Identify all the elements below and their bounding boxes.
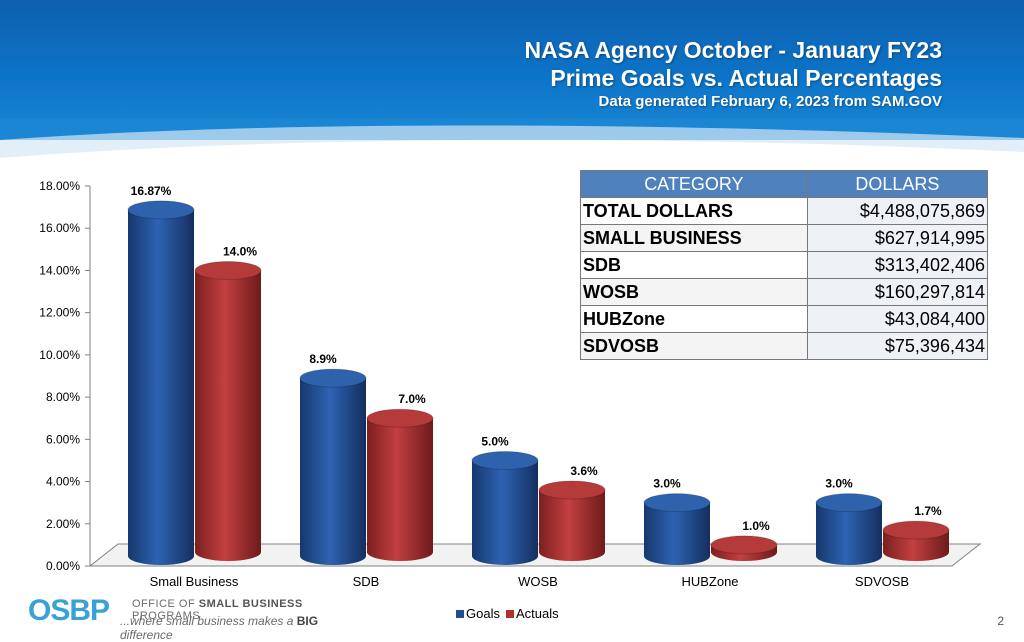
bar-top <box>299 368 367 388</box>
bar-body <box>644 502 710 565</box>
chart-subtitle: Data generated February 6, 2023 from SAM… <box>598 93 942 110</box>
table-cell-category: SDB <box>580 251 808 279</box>
table-header-dollars: DOLLARS <box>806 170 989 198</box>
bar-top <box>538 480 606 500</box>
table-cell-category: SDVOSB <box>580 332 808 360</box>
data-label-goals: 16.87% <box>131 184 172 198</box>
bar-top <box>471 450 539 470</box>
y-tick-label: 10.00% <box>39 348 80 362</box>
legend-swatch-goals <box>456 610 464 618</box>
table-header-category: CATEGORY <box>580 170 808 198</box>
data-label-actuals: 14.0% <box>223 244 257 258</box>
data-label-actuals: 7.0% <box>398 392 426 406</box>
bar-goals <box>299 368 367 565</box>
bar-body <box>367 418 433 561</box>
bar-goals <box>471 450 539 565</box>
data-label-actuals: 1.7% <box>914 504 942 518</box>
table-row: SDVOSB $75,396,434 <box>580 332 989 360</box>
y-tick-label: 18.00% <box>39 179 80 193</box>
y-tick-label: 12.00% <box>39 306 80 320</box>
bar-body <box>300 378 366 565</box>
banner-swoosh <box>0 118 1024 158</box>
bar-actuals <box>194 260 262 561</box>
bar-top <box>710 535 778 555</box>
title-block: NASA Agency October - January FY23 Prime… <box>524 36 942 112</box>
logo-mark: OSBP <box>28 594 110 627</box>
chart-title-line1: NASA Agency October - January FY23 <box>524 37 942 63</box>
title-banner <box>0 0 1024 140</box>
dollars-table: CATEGORY DOLLARS TOTAL DOLLARS $4,488,07… <box>580 170 989 360</box>
bar-top <box>194 260 262 280</box>
table-row: SDB $313,402,406 <box>580 251 989 279</box>
y-tick-label: 16.00% <box>39 221 80 235</box>
x-category-label: Small Business <box>150 574 239 589</box>
bar-body <box>128 209 194 565</box>
y-tick-label: 0.00% <box>46 559 80 573</box>
x-category-label: SDVOSB <box>855 574 909 589</box>
table-cell-category: WOSB <box>580 278 808 306</box>
data-label-actuals: 1.0% <box>742 519 770 533</box>
table-cell-category: HUBZone <box>580 305 808 333</box>
table-cell-dollars: $4,488,075,869 <box>806 197 989 225</box>
data-label-actuals: 3.6% <box>570 464 598 478</box>
legend-label-actuals: Actuals <box>515 606 559 621</box>
legend-item-goals: Goals <box>456 606 500 621</box>
bar-body <box>816 502 882 565</box>
bar-goals <box>643 493 711 565</box>
table-row: WOSB $160,297,814 <box>580 278 989 306</box>
x-category-label: WOSB <box>518 574 558 589</box>
data-label-goals: 3.0% <box>825 477 853 491</box>
y-tick-label: 14.00% <box>39 263 80 277</box>
table-cell-dollars: $43,084,400 <box>806 305 989 333</box>
table-header-row: CATEGORY DOLLARS <box>580 170 989 198</box>
bar-actuals <box>538 480 606 561</box>
x-category-label: SDB <box>353 574 380 589</box>
bar-actuals <box>882 520 950 561</box>
bar-actuals <box>710 535 778 561</box>
y-tick-label: 2.00% <box>46 517 80 531</box>
bar-goals <box>815 493 883 565</box>
table-cell-dollars: $313,402,406 <box>806 251 989 279</box>
bar-body <box>472 460 538 565</box>
bar-top <box>127 200 195 220</box>
bar-actuals <box>366 408 434 561</box>
osbp-logo: OSBP OFFICE OF SMALL BUSINESS PROGRAMS .… <box>28 594 368 642</box>
logo-tagline: ...where small business makes a BIG diff… <box>120 614 319 642</box>
bar-body <box>539 490 605 561</box>
table-cell-category: TOTAL DOLLARS <box>580 197 808 225</box>
table-cell-category: SMALL BUSINESS <box>580 224 808 252</box>
legend-label-goals: Goals <box>466 606 500 621</box>
y-tick-label: 8.00% <box>46 390 80 404</box>
data-label-goals: 5.0% <box>481 434 509 448</box>
bar-top <box>643 493 711 513</box>
table-cell-dollars: $160,297,814 <box>806 278 989 306</box>
chart-legend: Goals Actuals <box>456 606 559 621</box>
data-label-goals: 3.0% <box>653 477 681 491</box>
chart-title-line2: Prime Goals vs. Actual Percentages <box>550 65 942 91</box>
table-row: TOTAL DOLLARS $4,488,075,869 <box>580 197 989 225</box>
bar-top <box>882 520 950 540</box>
data-label-goals: 8.9% <box>309 352 337 366</box>
table-row: HUBZone $43,084,400 <box>580 305 989 333</box>
bar-goals <box>127 200 195 565</box>
page-number: 2 <box>997 614 1004 628</box>
x-category-label: HUBZone <box>681 574 738 589</box>
y-tick-label: 4.00% <box>46 475 80 489</box>
legend-item-actuals: Actuals <box>505 606 559 621</box>
table-cell-dollars: $75,396,434 <box>806 332 989 360</box>
table-row: SMALL BUSINESS $627,914,995 <box>580 224 989 252</box>
logo-office-line: OFFICE OF SMALL BUSINESS PROGRAMS <box>132 598 303 622</box>
bar-body <box>195 270 261 561</box>
y-tick-label: 6.00% <box>46 432 80 446</box>
legend-swatch-actuals <box>505 610 514 618</box>
bar-top <box>366 408 434 428</box>
table-cell-dollars: $627,914,995 <box>806 224 989 252</box>
bar-top <box>815 493 883 513</box>
